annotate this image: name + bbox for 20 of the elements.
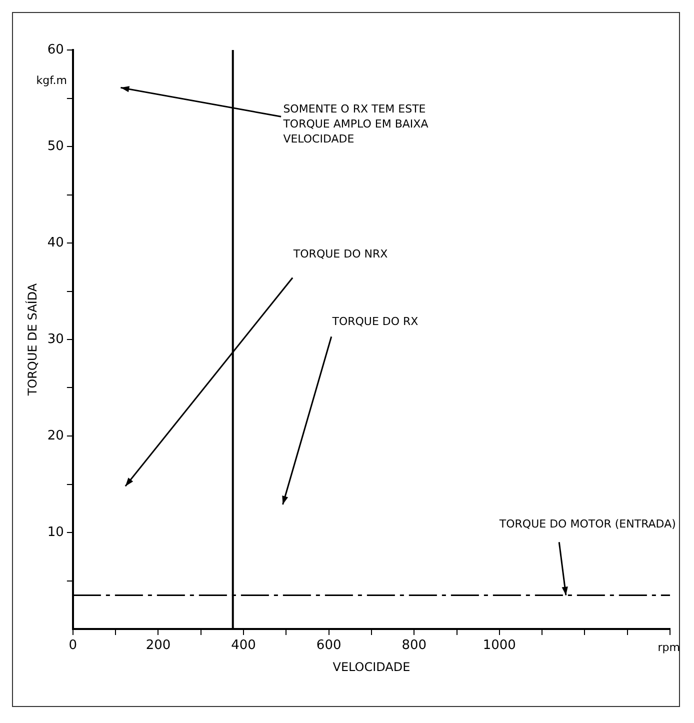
x-tick-label: 0	[68, 638, 78, 654]
annotation: TORQUE DO RX	[331, 315, 419, 328]
y-axis-title: TORQUE DE SAÍDA	[24, 282, 40, 397]
y-tick-label: 20	[47, 428, 64, 444]
x-tick-label: 400	[231, 638, 256, 654]
annotation: TORQUE DO NRX	[292, 247, 388, 260]
y-tick-label: 40	[47, 235, 64, 250]
annotation: SOMENTE O RX TEM ESTE TORQUE AMPLO EM BAIXA VELOCIDADE	[282, 102, 429, 146]
x-tick-label: 200	[146, 638, 171, 654]
x-tick-label: 800	[402, 638, 427, 654]
y-tick-label: 50	[47, 138, 64, 154]
x-tick-label: 1000	[482, 638, 516, 654]
y-tick-label: 10	[47, 524, 64, 540]
y-tick-label: 60	[47, 42, 64, 58]
text: rpm	[658, 641, 680, 654]
text: kgf.m	[36, 74, 67, 87]
x-axis-title: VELOCIDADE	[332, 660, 410, 674]
x-tick-label: 600	[316, 638, 342, 654]
annotation: TORQUE DO MOTOR (ENTRADA)	[498, 518, 676, 531]
y-tick-label: 30	[47, 332, 64, 347]
